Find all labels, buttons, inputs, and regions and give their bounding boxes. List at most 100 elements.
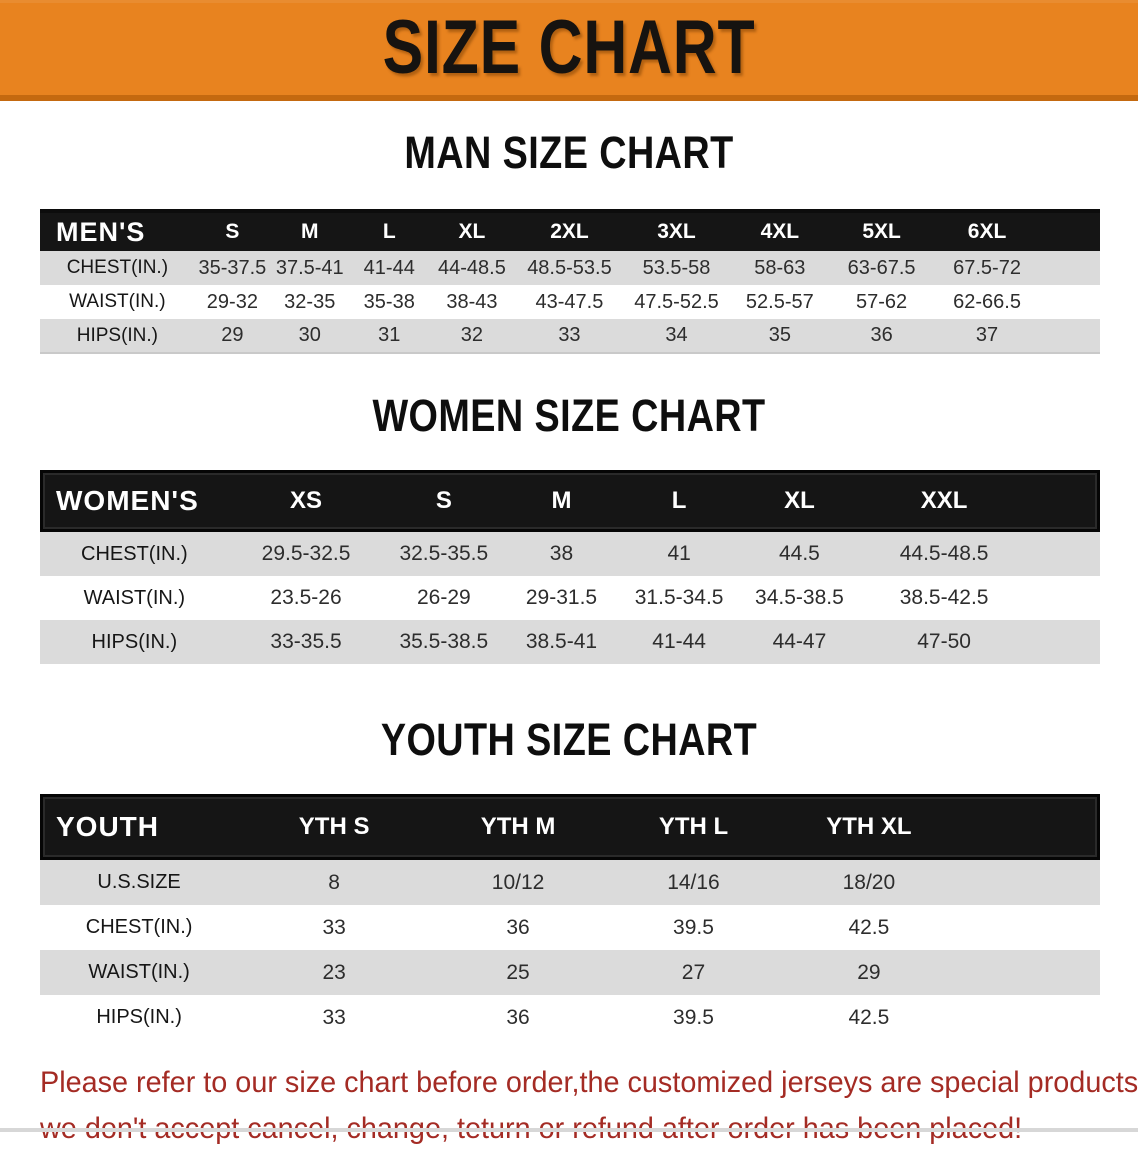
table-cell: 43-47.5 — [535, 290, 604, 313]
table-row: HIPS(IN.) 29 30 31 32 33 34 35 36 37 — [40, 319, 1100, 353]
table-cell: 26-29 — [416, 586, 471, 609]
table-cell: 44-47 — [772, 630, 827, 653]
column-header: 3XL — [657, 220, 696, 243]
column-header: M — [551, 487, 572, 514]
table-cell: 32 — [460, 324, 484, 346]
column-header: XXL — [920, 487, 968, 514]
women-section: WOMEN SIZE CHART WOMEN'S XS S M L XL XXL CHEST(… — [0, 390, 1138, 664]
disclaimer: Please refer to our size chart before or… — [40, 1060, 1138, 1152]
table-cell: 34 — [665, 324, 688, 346]
table-cell: 33-35.5 — [270, 630, 342, 653]
table-group-label: YOUTH — [56, 811, 159, 842]
women-section-title-text: WOMEN SIZE CHART — [372, 390, 766, 441]
row-label: HIPS(IN.) — [91, 630, 178, 653]
column-header: 2XL — [550, 220, 589, 243]
table-cell: 31 — [378, 324, 401, 346]
table-cell: 47-50 — [917, 630, 971, 653]
filler-cell — [1042, 251, 1100, 285]
table-cell: 37 — [975, 324, 999, 346]
table-cell: 10/12 — [491, 870, 545, 894]
column-header: S — [225, 220, 240, 243]
youth-section-title-text: YOUTH SIZE CHART — [380, 714, 758, 765]
table-row: HIPS(IN.) 33 36 39.5 42.5 — [40, 995, 1100, 1040]
column-header: 6XL — [967, 220, 1007, 243]
table-cell: 63-67.5 — [847, 256, 916, 279]
column-header: XL — [458, 220, 486, 243]
banner-title: SIZE CHART — [382, 4, 756, 90]
filler-cell — [1029, 470, 1100, 532]
table-cell: 25 — [506, 960, 530, 984]
table-cell: 8 — [328, 870, 340, 894]
table-cell: 36 — [506, 1005, 530, 1029]
table-cell: 33 — [322, 915, 346, 939]
bottom-edge-line — [0, 1128, 1138, 1132]
filler-cell — [957, 995, 1100, 1040]
table-row: CHEST(IN.) 29.5-32.5 32.5-35.5 38 41 44.5 44.5… — [40, 532, 1100, 576]
filler-cell — [957, 950, 1100, 995]
table-cell: 18/20 — [842, 870, 896, 894]
table-cell: 67.5-72 — [953, 256, 1021, 279]
table-cell: 23.5-26 — [270, 586, 342, 609]
table-cell: 31.5-34.5 — [634, 586, 724, 609]
table-cell: 44-48.5 — [438, 256, 506, 279]
table-cell: 44.5-48.5 — [899, 542, 989, 565]
table-cell: 39.5 — [673, 1005, 714, 1029]
table-cell: 29.5-32.5 — [261, 542, 351, 565]
table-cell: 29 — [221, 324, 244, 346]
table-cell: 39.5 — [673, 915, 714, 939]
row-label: CHEST(IN.) — [66, 257, 169, 278]
table-cell: 57-62 — [856, 290, 908, 313]
table-cell: 38.5-41 — [525, 630, 598, 653]
youth-section: YOUTH SIZE CHART YOUTH YTH S YTH M YTH L YTH… — [0, 714, 1138, 1040]
column-header: 4XL — [760, 220, 800, 243]
filler-cell — [957, 860, 1100, 905]
row-label: HIPS(IN.) — [76, 324, 159, 346]
table-cell: 41-44 — [652, 630, 706, 653]
table-cell: 48.5-53.5 — [527, 256, 612, 279]
youth-section-title: YOUTH SIZE CHART — [0, 714, 1138, 774]
table-cell: 27 — [681, 960, 706, 984]
table-row: CHEST(IN.) 33 36 39.5 42.5 — [40, 905, 1100, 950]
row-label: WAIST(IN.) — [69, 291, 166, 312]
table-cell: 29-32 — [206, 290, 258, 313]
table-cell: 34.5-38.5 — [755, 586, 844, 609]
table-row: WAIST(IN.) 23.5-26 26-29 29-31.5 31.5-34.5 34… — [40, 576, 1100, 620]
table-cell: 35.5-38.5 — [399, 630, 489, 653]
table-cell: 33 — [558, 324, 581, 346]
table-cell: 38-43 — [446, 290, 498, 313]
table-row: WAIST(IN.) 29-32 32-35 35-38 38-43 43-47.5 47.… — [40, 285, 1100, 319]
row-label: WAIST(IN.) — [88, 961, 190, 983]
table-cell: 29 — [857, 960, 881, 984]
table-cell: 42.5 — [848, 915, 890, 939]
column-header: YTH M — [480, 813, 556, 840]
table-cell: 32.5-35.5 — [399, 542, 489, 565]
women-section-title: WOMEN SIZE CHART — [0, 390, 1138, 450]
filler-cell — [1029, 620, 1100, 664]
table-cell: 47.5-52.5 — [634, 290, 719, 313]
column-header: XL — [784, 487, 815, 514]
table-group-label: WOMEN'S — [56, 485, 199, 516]
table-cell: 35-37.5 — [198, 256, 267, 279]
women-size-table: WOMEN'S XS S M L XL XXL CHEST(IN.) 29.5-32.5 32.5… — [40, 470, 1100, 664]
table-cell: 44.5 — [778, 542, 820, 565]
filler-cell — [957, 794, 1100, 860]
row-label: HIPS(IN.) — [96, 1006, 182, 1028]
column-header: L — [382, 220, 396, 243]
table-cell: 38 — [549, 542, 574, 565]
filler-cell — [957, 905, 1100, 950]
column-header: YTH L — [658, 813, 729, 840]
table-cell: 58-63 — [754, 256, 806, 279]
row-label: CHEST(IN.) — [81, 542, 188, 565]
filler-cell — [1042, 211, 1100, 251]
row-label: CHEST(IN.) — [85, 916, 193, 938]
column-header: S — [435, 487, 452, 514]
table-cell: 52.5-57 — [745, 290, 814, 313]
table-cell: 38.5-42.5 — [899, 586, 989, 609]
column-header: 5XL — [862, 220, 901, 243]
filler-cell — [1042, 285, 1100, 319]
row-label: U.S.SIZE — [97, 871, 181, 893]
table-cell: 32-35 — [284, 290, 336, 313]
table-row: U.S.SIZE 8 10/12 14/16 18/20 — [40, 860, 1100, 905]
table-cell: 36 — [870, 324, 893, 346]
table-row: WAIST(IN.) 23 25 27 29 — [40, 950, 1100, 995]
